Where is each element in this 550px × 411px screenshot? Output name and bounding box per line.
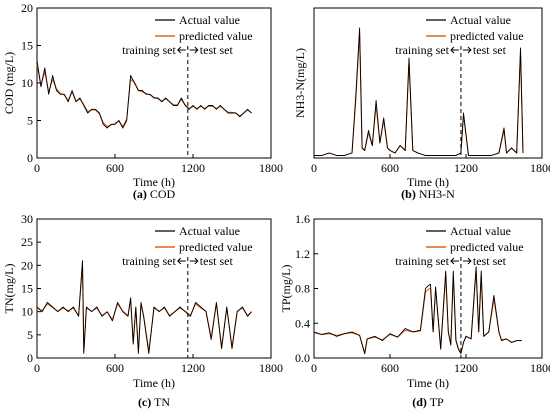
panel-caption: (a) COD: [133, 187, 176, 201]
x-tick-label: 1200: [181, 361, 205, 375]
y-tick-label: 5: [27, 328, 33, 342]
training-set-label: training set: [395, 43, 449, 57]
legend-label-actual: Actual value: [179, 224, 240, 238]
arrow-left-icon: [450, 257, 459, 265]
legend-label-actual: Actual value: [179, 13, 240, 27]
y-tick-label: 1.2: [295, 247, 310, 261]
panel-caption: (c) TN: [138, 395, 170, 409]
y-tick-label: 25: [21, 235, 33, 249]
legend-label-actual: Actual value: [450, 13, 511, 27]
legend-label-predicted: predicted value: [179, 240, 253, 254]
x-tick-label: 1800: [259, 161, 283, 175]
x-tick-label: 1200: [454, 161, 478, 175]
x-tick-label: 1200: [454, 361, 478, 375]
series-actual-line: [313, 266, 522, 355]
x-axis-label: Time (h): [133, 175, 175, 189]
x-tick-label: 0: [34, 361, 40, 375]
y-tick-label: 0.8: [295, 282, 310, 296]
test-set-label: test set: [200, 43, 234, 57]
series-predicted-line: [36, 64, 252, 128]
x-tick-label: 1800: [259, 361, 283, 375]
arrow-right-icon: [462, 257, 472, 265]
arrow-right-icon: [189, 46, 199, 54]
legend-box: [153, 222, 269, 256]
x-tick-label: 600: [106, 361, 124, 375]
test-set-label: test set: [200, 254, 234, 268]
y-tick-label: 0: [27, 351, 33, 365]
series-actual-line: [314, 27, 524, 156]
legend-box: [424, 11, 540, 45]
arrow-left-icon: [177, 46, 186, 54]
y-axis-label: COD (mg/L): [2, 52, 16, 114]
x-axis-label: Time (h): [407, 175, 449, 189]
x-tick-label: 0: [34, 161, 40, 175]
arrow-left-icon: [450, 46, 459, 54]
y-tick-label: 20: [21, 1, 33, 15]
legend-box: [153, 11, 269, 45]
y-tick-label: 5: [27, 114, 33, 128]
x-tick-label: 0: [311, 161, 317, 175]
y-axis-label: TP(mg/L): [279, 265, 293, 313]
arrow-left-icon: [177, 257, 186, 265]
series-predicted-line: [36, 263, 252, 352]
y-axis-label: TN(mg/L): [2, 264, 16, 314]
training-set-label: training set: [395, 254, 449, 268]
y-tick-label: 0.4: [295, 316, 310, 330]
legend-label-predicted: predicted value: [450, 240, 524, 254]
x-tick-label: 600: [106, 161, 124, 175]
panel-caption: (b) NH3-N: [401, 187, 455, 201]
chart-panel-0: 0 600 1200 1800 0 5 10 15 20 Time (h) COD (mg/L) tr…: [2, 1, 283, 201]
y-tick-label: 1.6: [295, 212, 310, 226]
x-tick-label: 600: [381, 361, 399, 375]
x-tick-label: 1800: [530, 361, 550, 375]
y-tick-label: 30: [21, 212, 33, 226]
panel-caption: (d) TP: [412, 395, 444, 409]
legend-label-predicted: predicted value: [179, 29, 253, 43]
y-tick-label: 10: [21, 305, 33, 319]
arrow-right-icon: [462, 46, 472, 54]
x-tick-label: 1200: [181, 161, 205, 175]
series-actual-line: [36, 60, 252, 129]
plot-frame: [313, 7, 543, 159]
y-tick-label: 10: [21, 76, 33, 90]
y-tick-label: 20: [21, 258, 33, 272]
y-tick-label: 0.0: [295, 351, 310, 365]
chart-panel-3: 0 600 1200 1800 0.0 0.4 0.8 1.2 1.6 Time (h) TP(mg…: [279, 212, 550, 409]
series-actual-line: [36, 260, 252, 354]
x-axis-label: Time (h): [133, 376, 175, 390]
legend-label-actual: Actual value: [450, 224, 511, 238]
x-tick-label: 0: [311, 361, 317, 375]
y-tick-label: 15: [21, 282, 33, 296]
x-tick-label: 600: [381, 161, 399, 175]
x-axis-label: Time (h): [407, 376, 449, 390]
chart-panel-2: 0 600 1200 1800 0 5 10 15 20 25 30 Time (h) TN(mg/L)…: [2, 212, 283, 409]
y-tick-label: 0: [27, 151, 33, 165]
arrow-right-icon: [189, 257, 199, 265]
legend-box: [424, 222, 540, 256]
test-set-label: test set: [473, 254, 507, 268]
x-tick-label: 1800: [530, 161, 550, 175]
series-predicted-line: [313, 270, 522, 354]
y-tick-label: 15: [21, 39, 33, 53]
training-set-label: training set: [122, 43, 176, 57]
legend-label-predicted: predicted value: [450, 29, 524, 43]
y-axis-label: NH3-N(mg/L): [293, 48, 307, 118]
training-set-label: training set: [122, 254, 176, 268]
test-set-label: test set: [473, 43, 507, 57]
chart-panel-1: 0 600 1200 1800 Time (h) NH3-N(mg/L) training …: [293, 7, 550, 201]
